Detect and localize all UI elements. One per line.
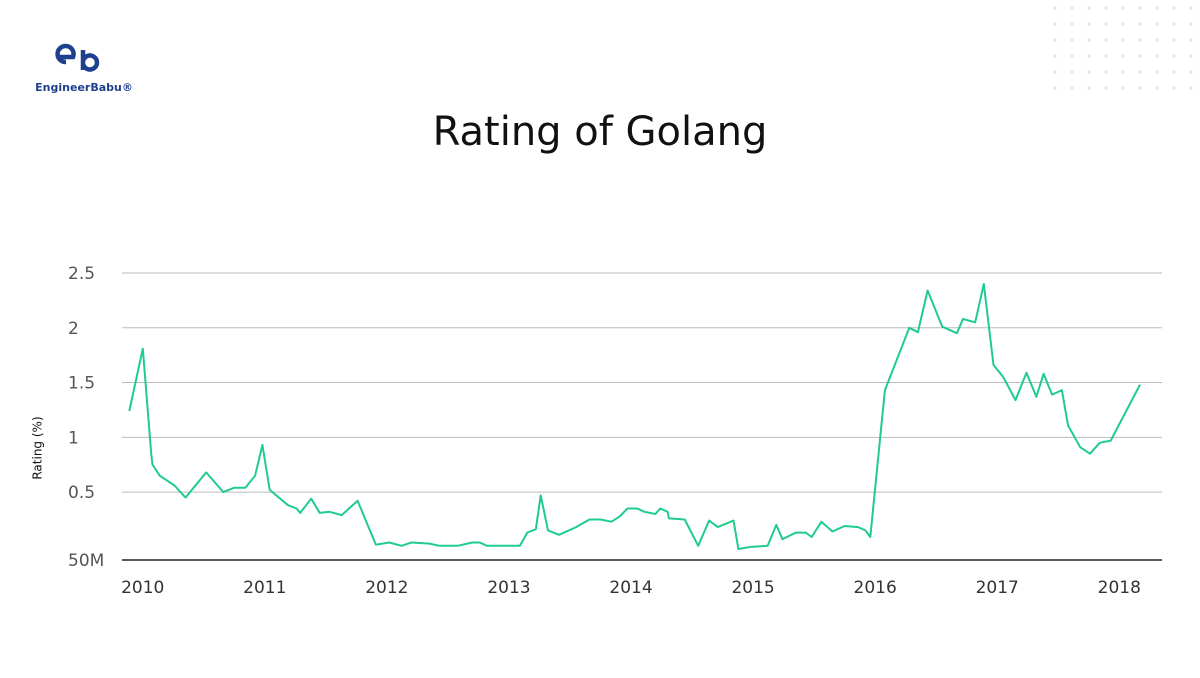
dot [1155, 38, 1159, 42]
dot [1087, 38, 1091, 42]
dot [1138, 38, 1142, 42]
dot-pattern [1053, 6, 1193, 90]
dot [1104, 86, 1108, 90]
dot [1172, 38, 1176, 42]
dot [1138, 86, 1142, 90]
dot [1104, 22, 1108, 26]
dot [1087, 22, 1091, 26]
dot [1189, 38, 1193, 42]
dot [1172, 70, 1176, 74]
dot [1138, 54, 1142, 58]
dot [1138, 6, 1142, 10]
dot [1155, 70, 1159, 74]
logo-mark [55, 43, 76, 65]
dot [1070, 54, 1074, 58]
logo-mark [80, 50, 100, 72]
dot [1053, 22, 1057, 26]
x-tick-label: 2013 [487, 578, 530, 598]
dot [1104, 70, 1108, 74]
logo-text: EngineerBabu® [35, 81, 133, 94]
x-tick-label: 2015 [731, 578, 774, 598]
dot [1121, 70, 1125, 74]
dot [1189, 22, 1193, 26]
dot [1070, 70, 1074, 74]
x-tick-label: 2016 [854, 578, 897, 598]
dot [1104, 6, 1108, 10]
logo: EngineerBabu® [35, 43, 133, 94]
y-tick-label: 2.5 [68, 264, 95, 284]
dot [1053, 54, 1057, 58]
x-tick-label: 2011 [243, 578, 286, 598]
x-tick-label: 2012 [365, 578, 408, 598]
y-tick-label: 2 [68, 319, 79, 339]
dot [1053, 86, 1057, 90]
dot [1172, 86, 1176, 90]
dot [1172, 54, 1176, 58]
x-tick-label: 2018 [1098, 578, 1141, 598]
dot [1087, 70, 1091, 74]
x-tick-label: 2010 [121, 578, 164, 598]
dot [1070, 22, 1074, 26]
dot [1121, 54, 1125, 58]
line [128, 283, 1141, 550]
dot [1155, 6, 1159, 10]
dot [1121, 38, 1125, 42]
dot [1053, 38, 1057, 42]
y-tick-label: 50M [68, 551, 104, 571]
dot [1189, 86, 1193, 90]
dot [1138, 70, 1142, 74]
dot [1189, 54, 1193, 58]
dot [1053, 70, 1057, 74]
dot [1189, 6, 1193, 10]
dot [1172, 22, 1176, 26]
dot [1070, 6, 1074, 10]
y-tick-label: 1 [68, 428, 79, 448]
dot [1104, 38, 1108, 42]
dot [1104, 54, 1108, 58]
dot [1138, 22, 1142, 26]
dot [1053, 6, 1057, 10]
dot [1189, 70, 1193, 74]
x-tick-label: 2014 [609, 578, 652, 598]
y-tick-label: 0.5 [68, 483, 95, 503]
dot [1155, 86, 1159, 90]
y-tick-label: 1.5 [68, 374, 95, 394]
dot [1121, 6, 1125, 10]
dot [1087, 6, 1091, 10]
dot [1121, 86, 1125, 90]
dot [1087, 54, 1091, 58]
dot [1155, 54, 1159, 58]
y-axis-label: Rating (%) [31, 416, 45, 479]
dot [1070, 86, 1074, 90]
dot [1087, 86, 1091, 90]
x-tick-label: 2017 [976, 578, 1019, 598]
chart-title: Rating of Golang [433, 109, 768, 155]
dot [1070, 38, 1074, 42]
dot [1121, 22, 1125, 26]
dot [1155, 22, 1159, 26]
dot [1172, 6, 1176, 10]
